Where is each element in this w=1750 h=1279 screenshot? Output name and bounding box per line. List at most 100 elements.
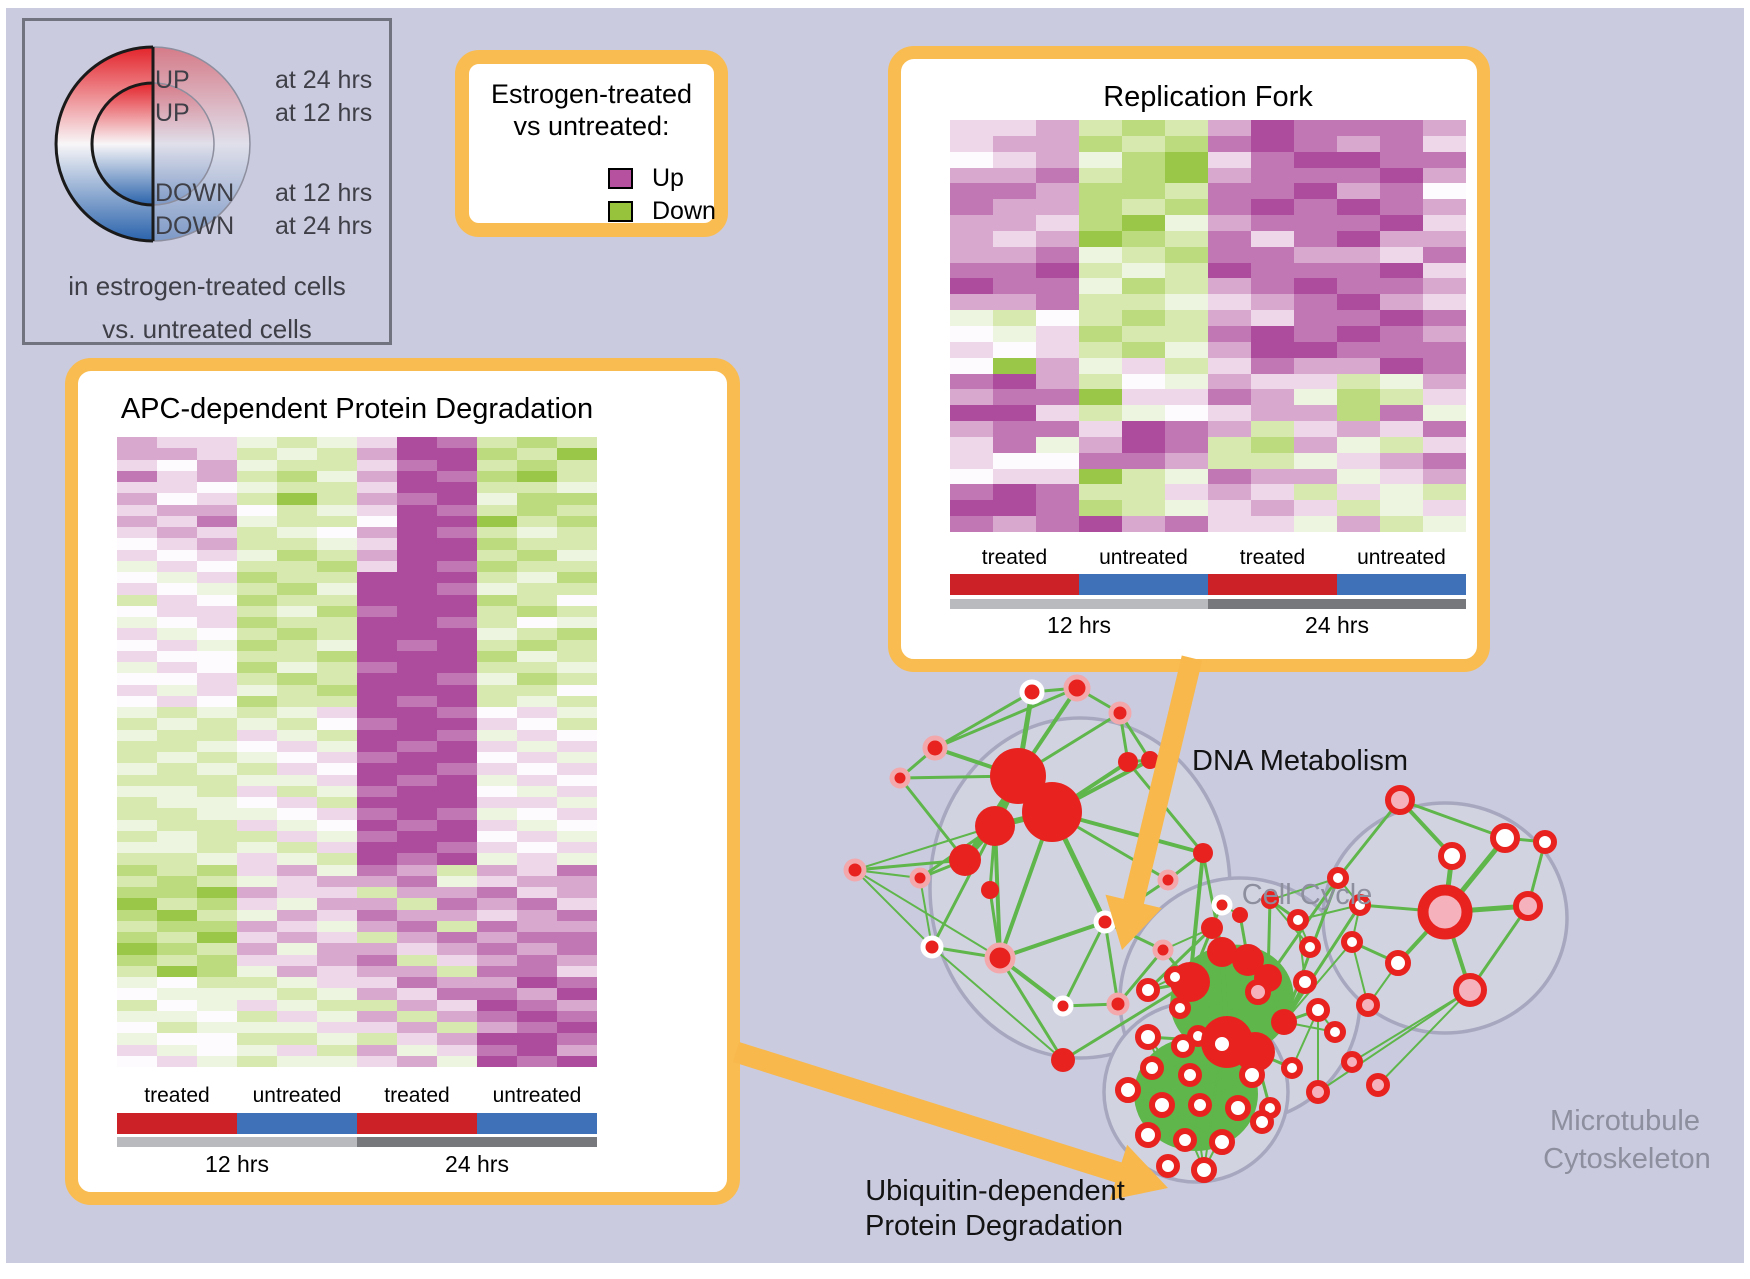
heatmap-cell	[477, 887, 517, 899]
heatmap-cell	[117, 538, 157, 550]
heatmap-cell	[317, 662, 357, 674]
apc-panel-title: APC-dependent Protein Degradation	[120, 393, 594, 425]
heatmap-cell	[950, 310, 993, 326]
heatmap-cell	[1122, 468, 1165, 485]
network-edge	[1282, 904, 1362, 1023]
heatmap-cell	[1165, 278, 1208, 295]
heatmap-cell	[1294, 294, 1337, 311]
heatmap-cell	[1423, 199, 1466, 216]
heatmap-cell	[277, 740, 317, 752]
heatmap-cell	[557, 797, 597, 809]
heatmap-cell	[317, 932, 357, 944]
heatmap-cell	[277, 752, 317, 764]
heatmap-cell	[157, 853, 197, 865]
heatmap-cell	[397, 853, 437, 865]
heatmap-cell	[1380, 436, 1423, 453]
heatmap-cell	[197, 864, 237, 876]
heatmap-cell	[197, 515, 237, 527]
heatmap-cell	[317, 977, 357, 989]
heatmap-cell	[477, 774, 517, 786]
heatmap-cell	[557, 617, 597, 629]
heatmap-cell	[237, 1010, 277, 1022]
heatmap-cell	[950, 468, 993, 485]
heatmap-cell	[557, 1055, 597, 1067]
heatmap-cell	[397, 515, 437, 527]
rf-label-12hrs: 12 hrs	[1047, 612, 1111, 638]
network-node-whitering	[1052, 995, 1074, 1017]
heatmap-cell	[277, 842, 317, 854]
network-node-pinkring	[984, 942, 1016, 974]
heatmap-cell	[237, 920, 277, 932]
heatmap-cell	[477, 605, 517, 617]
network-node-donut	[1287, 909, 1309, 931]
heatmap-cell	[477, 909, 517, 921]
heatmap-cell	[197, 1033, 237, 1045]
heatmap-cell	[1380, 326, 1423, 342]
network-edge	[930, 825, 997, 948]
heatmap-cell	[437, 673, 477, 685]
heatmap-cell	[437, 1010, 477, 1022]
heatmap-cell	[1423, 468, 1466, 485]
heatmap-cell	[317, 763, 357, 775]
heatmap-cell	[477, 493, 517, 505]
heatmap-cell	[993, 199, 1036, 216]
heatmap-cell	[477, 898, 517, 910]
legend-up-24-dir: UP	[155, 66, 190, 94]
heatmap-cell	[477, 965, 517, 977]
heatmap-cell	[1251, 294, 1294, 311]
heatmap-cell	[1337, 468, 1380, 485]
heatmap-cell	[1036, 341, 1079, 358]
heatmap-cell	[317, 459, 357, 471]
heatmap-cell	[477, 977, 517, 989]
network-edge	[854, 869, 933, 948]
callout-arrow-head	[1105, 894, 1162, 950]
heatmap-cell	[157, 583, 197, 595]
network-node-donut	[1191, 1157, 1217, 1183]
heatmap-cell	[437, 549, 477, 561]
heatmap-cell	[1079, 326, 1122, 342]
heatmap-cell	[557, 999, 597, 1011]
network-edge	[998, 957, 1065, 1061]
heatmap-cell	[277, 707, 317, 719]
heatmap-cell	[477, 628, 517, 640]
heatmap-cell	[1208, 151, 1251, 168]
heatmap-cell	[950, 135, 993, 152]
heatmap-cell	[993, 135, 1036, 152]
network-edge	[1269, 877, 1339, 901]
network-node-solid	[1022, 782, 1082, 842]
heatmap-cell	[477, 920, 517, 932]
heatmap-cell	[317, 864, 357, 876]
heatmap-cell	[117, 707, 157, 719]
heatmap-cell	[477, 797, 517, 809]
heatmap-cell	[1079, 405, 1122, 422]
heatmap-cell	[437, 470, 477, 482]
heatmap-cell	[317, 1010, 357, 1022]
right-outer-arc	[152, 46, 251, 242]
heatmap-cell	[557, 673, 597, 685]
heatmap-cell	[277, 875, 317, 887]
network-edge	[1399, 798, 1506, 840]
heatmap-cell	[1079, 151, 1122, 168]
heatmap-cell	[1337, 120, 1380, 136]
heatmap-cell	[317, 774, 357, 786]
heatmap-cell	[397, 909, 437, 921]
heatmap-cell	[237, 560, 277, 572]
heatmap-cell	[1165, 183, 1208, 200]
heatmap-cell	[1079, 135, 1122, 152]
network-node-donut	[1341, 931, 1363, 953]
heatmap-cell	[357, 842, 397, 854]
heatmap-cell	[157, 785, 197, 797]
heatmap-cell	[397, 887, 437, 899]
heatmap-cell	[197, 470, 237, 482]
network-node-solid	[1271, 1009, 1297, 1035]
heatmap-cell	[517, 504, 557, 516]
heatmap-cell	[477, 740, 517, 752]
heatmap-cell	[1208, 326, 1251, 342]
heatmap-cell	[477, 470, 517, 482]
network-node-donut	[1239, 1062, 1265, 1088]
heatmap-cell	[357, 1055, 397, 1067]
heatmap-cell	[117, 1044, 157, 1056]
heatmap-cell	[517, 650, 557, 662]
heatmap-cell	[117, 977, 157, 989]
